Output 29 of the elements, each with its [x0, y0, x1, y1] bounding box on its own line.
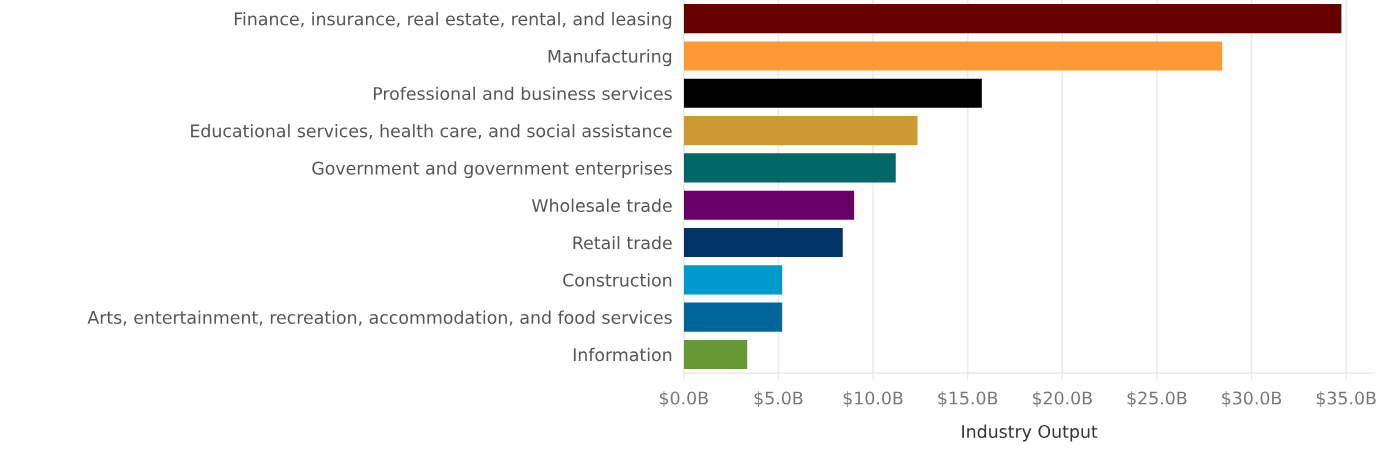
- bar: [683, 4, 1342, 34]
- x-tick-label: $15.0B: [938, 391, 998, 407]
- bar: [683, 116, 918, 146]
- x-tick-label: $35.0B: [1316, 391, 1376, 407]
- x-axis-title: Industry Output: [962, 424, 1098, 442]
- x-tick-label: $5.0B: [754, 391, 803, 407]
- bar: [683, 190, 855, 220]
- x-tick-label: $10.0B: [843, 391, 903, 407]
- bar: [683, 153, 896, 183]
- x-tick-label: $25.0B: [1127, 391, 1187, 407]
- y-tick-label: Educational services, health care, and social assistance: [191, 123, 672, 140]
- y-tick-label: Construction: [563, 273, 672, 287]
- y-tick-label: Information: [573, 347, 672, 362]
- bar: [683, 302, 783, 332]
- x-tick-label: $0.0B: [659, 391, 708, 407]
- y-tick-label: Government and government enterprises: [312, 161, 672, 179]
- x-tick-label: $20.0B: [1032, 391, 1092, 407]
- y-tick-label: Manufacturing: [548, 49, 672, 67]
- bar: [683, 339, 748, 369]
- x-tick-label: $30.0B: [1222, 391, 1282, 407]
- y-tick-label: Finance, insurance, real estate, rental, and leasing: [234, 12, 672, 29]
- bar: [683, 41, 1223, 71]
- bar: [683, 265, 783, 295]
- y-tick-label: Wholesale trade: [531, 198, 672, 213]
- y-tick-label: Retail trade: [573, 235, 672, 250]
- bar: [683, 78, 982, 108]
- y-tick-label: Professional and business services: [373, 86, 672, 101]
- bar: [683, 227, 843, 258]
- y-tick-label: Arts, entertainment, recreation, accommodation, and food services: [87, 310, 672, 326]
